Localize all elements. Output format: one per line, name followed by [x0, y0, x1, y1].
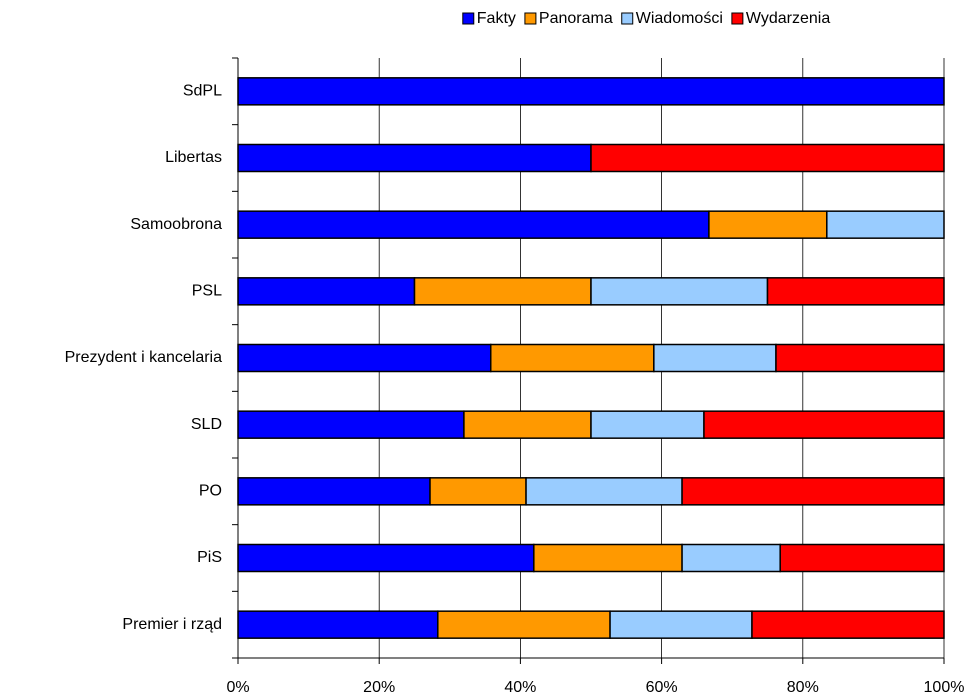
- bar-segment: [751, 610, 945, 639]
- legend-label: Fakty: [477, 10, 516, 27]
- bar-segment: [237, 610, 439, 639]
- bar-segment: [237, 277, 416, 306]
- y-tick-label: Prezydent i kancelaria: [65, 349, 223, 366]
- bar-segment: [826, 210, 945, 239]
- x-tick-label: 40%: [504, 679, 536, 696]
- x-tick-label: 20%: [363, 679, 395, 696]
- y-tick-label: PO: [199, 483, 222, 500]
- bar-segment: [237, 477, 431, 506]
- y-tick-label: SLD: [191, 416, 222, 433]
- legend-swatch: [524, 12, 537, 25]
- bar-segment: [590, 143, 945, 173]
- bar-segment: [681, 477, 945, 506]
- bar-segment: [525, 477, 683, 506]
- bar-segment: [429, 477, 527, 506]
- x-tick-label: 100%: [924, 679, 965, 696]
- bar-segment: [237, 343, 492, 373]
- bar-segment: [653, 343, 777, 373]
- bar-segment: [237, 410, 465, 439]
- bar-segment: [708, 210, 828, 239]
- bar-segment: [775, 343, 945, 373]
- bar-segment: [590, 277, 769, 306]
- legend-label: Wydarzenia: [746, 10, 830, 27]
- bar-segment: [237, 143, 592, 173]
- bar-segment: [681, 543, 781, 573]
- bar-segment: [779, 543, 945, 573]
- bar-segment: [413, 277, 592, 306]
- bar-segment: [489, 343, 655, 373]
- legend-swatch: [621, 12, 634, 25]
- bar-segment: [703, 410, 945, 439]
- x-tick-label: 0%: [226, 679, 249, 696]
- bar-segment: [766, 277, 945, 306]
- legend-swatch: [462, 12, 475, 25]
- y-tick-label: Premier i rząd: [122, 616, 222, 633]
- bar-segment: [437, 610, 611, 639]
- x-tick-label: 80%: [787, 679, 819, 696]
- y-tick-label: Samoobrona: [130, 216, 222, 233]
- bar-segment: [237, 210, 710, 239]
- bar-segment: [590, 410, 705, 439]
- bar-segment: [609, 610, 753, 639]
- legend-swatch: [731, 12, 744, 25]
- y-tick-label: PSL: [192, 283, 222, 300]
- y-tick-label: SdPL: [183, 83, 222, 100]
- legend-label: Wiadomości: [636, 10, 723, 27]
- bar-segment: [237, 77, 945, 106]
- legend-label: Panorama: [539, 10, 613, 27]
- y-tick-label: PiS: [197, 549, 222, 566]
- bar-segment: [533, 543, 683, 573]
- x-tick-label: 60%: [646, 679, 678, 696]
- bar-segment: [463, 410, 592, 439]
- bar-segment: [237, 543, 535, 573]
- y-tick-label: Libertas: [165, 149, 222, 166]
